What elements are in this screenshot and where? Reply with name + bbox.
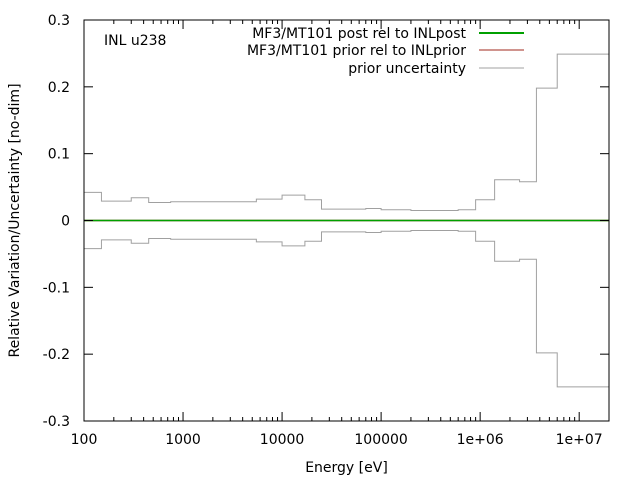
x-tick-label-1e-06: 1e+06 [457, 432, 504, 448]
chart-annotation: INL u238 [104, 33, 166, 49]
y-axis-title: Relative Variation/Uncertainty [no-dim] [7, 83, 23, 357]
legend-label-prior-rel: MF3/MT101 prior rel to INLprior [247, 43, 466, 59]
legend: MF3/MT101 post rel to INLpost MF3/MT101 … [247, 26, 524, 77]
plot-area [84, 53, 609, 388]
x-axis-title: Energy [eV] [305, 460, 388, 476]
y-tick-label-0-2: 0.2 [48, 80, 70, 96]
series-line-prior-uncertainty-upper [84, 53, 609, 211]
y-tick-label--0-1: -0.1 [43, 280, 70, 296]
series-line-prior-uncertainty-lower [84, 230, 609, 388]
x-tick-label-100: 100 [71, 432, 98, 448]
y-tick-label-0: 0 [61, 214, 70, 230]
legend-label-prior-uncertainty: prior uncertainty [348, 61, 466, 77]
x-tick-label-1e-07: 1e+07 [556, 432, 603, 448]
y-axis-ticks: 0.3 0.2 0.1 0 -0.1 -0.2 -0.3 [43, 13, 609, 430]
y-tick-label-0-1: 0.1 [48, 147, 70, 163]
x-axis-ticks: 100 1000 10000 100000 1e+06 1e+07 [71, 20, 603, 448]
y-tick-label-0-3: 0.3 [48, 13, 70, 29]
x-tick-label-1000: 1000 [165, 432, 201, 448]
legend-label-post-rel: MF3/MT101 post rel to INLpost [252, 26, 466, 42]
x-tick-label-10000: 10000 [260, 432, 305, 448]
y-tick-label--0-3: -0.3 [43, 414, 70, 430]
x-tick-label-100000: 100000 [354, 432, 407, 448]
y-tick-label--0-2: -0.2 [43, 347, 70, 363]
